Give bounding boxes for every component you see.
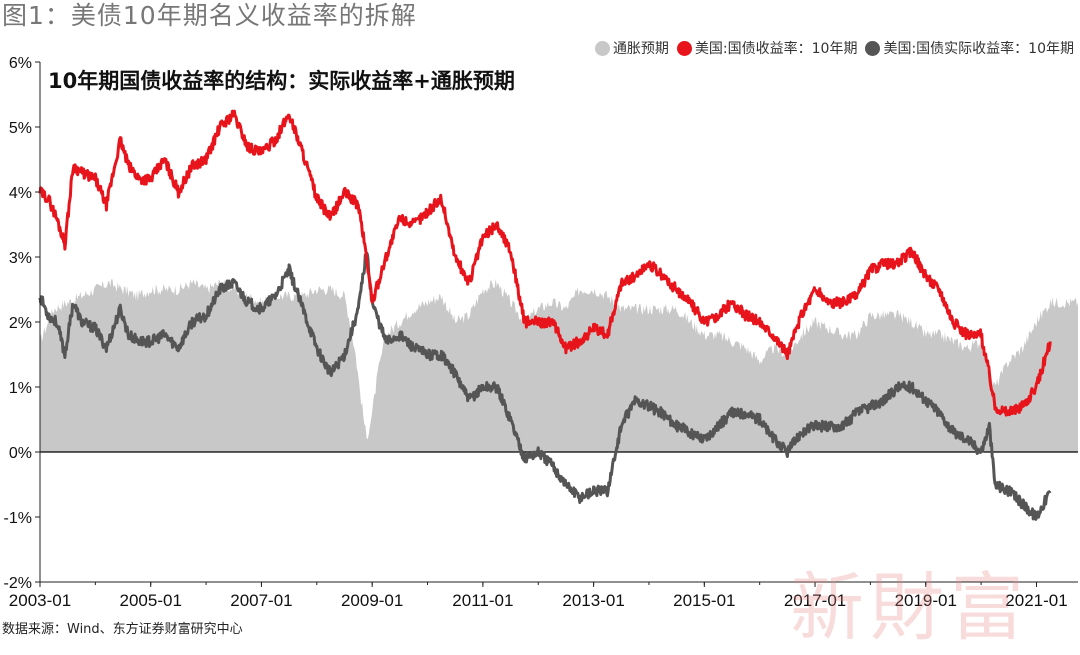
legend-item-nominal: 美国:国债收益率：10年期: [676, 38, 858, 58]
x-axis: 2003-01 2005-01 2007-01 2009-01 2011-01 2013-…: [9, 581, 1078, 610]
y-tick-label: 6%: [9, 55, 32, 72]
legend-swatch-nominal: [676, 40, 692, 56]
series-line-nominal: [38, 109, 1052, 417]
legend-swatch-real: [865, 40, 881, 56]
chart-canvas: -2% -1% 0% 1% 2% 3% 4% 5% 6% 2003-01 2005-01 2007-…: [4, 55, 1078, 610]
legend-swatch-inflation: [594, 40, 610, 56]
legend-label-real: 美国:国债实际收益率：10年期: [883, 41, 1074, 57]
x-tick-label: 2013-01: [562, 591, 624, 610]
y-tick-label: 5%: [9, 120, 32, 137]
legend-label-nominal: 美国:国债收益率：10年期: [694, 41, 858, 57]
watermark-logo: 新財富: [790, 565, 1030, 651]
chart-legend: 通胀预期 美国:国债收益率：10年期 美国:国债实际收益率：10年期: [594, 38, 1074, 58]
y-tick-label: 3%: [9, 250, 32, 267]
y-tick-label: -1%: [4, 510, 32, 527]
chart-title: 10年期国债收益率的结构：实际收益率+通胀预期: [48, 69, 515, 93]
legend-item-inflation: 通胀预期: [594, 38, 669, 58]
y-axis: -2% -1% 0% 1% 2% 3% 4% 5% 6%: [4, 55, 41, 592]
x-tick-label: 2017-01: [784, 591, 846, 610]
plot-area: [38, 109, 1078, 521]
y-tick-label: 0%: [9, 445, 32, 462]
x-tick-label: 2011-01: [452, 591, 513, 610]
x-tick-label: 2015-01: [673, 591, 735, 610]
y-tick-label: -2%: [4, 575, 32, 592]
figure-title: 图1：美债10年期名义收益率的拆解: [2, 1, 417, 30]
legend-item-real: 美国:国债实际收益率：10年期: [865, 38, 1074, 58]
legend-label-inflation: 通胀预期: [612, 41, 669, 57]
x-tick-label: 2019-01: [895, 591, 957, 610]
x-tick-label: 2003-01: [9, 591, 71, 610]
y-tick-label: 1%: [9, 380, 32, 397]
x-tick-label: 2009-01: [341, 591, 403, 610]
x-tick-label: 2021-01: [1005, 591, 1067, 610]
series-area-inflation: [40, 278, 1078, 452]
y-tick-label: 2%: [9, 315, 32, 332]
y-tick-label: 4%: [9, 185, 32, 202]
x-tick-label: 2007-01: [230, 591, 292, 610]
x-tick-label: 2005-01: [120, 591, 182, 610]
series-line-real: [38, 251, 1052, 521]
source-note: 数据来源：Wind、东方证券财富研究中心: [2, 622, 243, 637]
